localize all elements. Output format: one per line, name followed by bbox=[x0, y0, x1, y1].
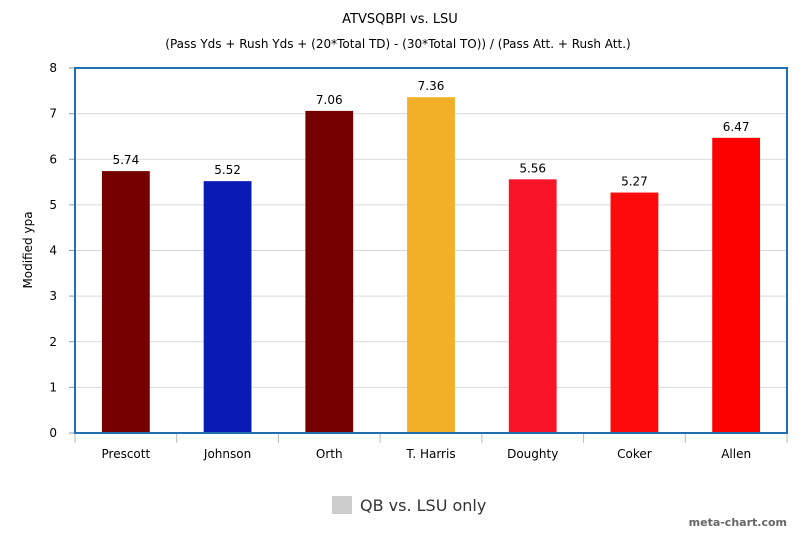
y-tick-label: 3 bbox=[49, 289, 57, 303]
bar bbox=[203, 181, 252, 433]
data-label: 5.27 bbox=[621, 175, 648, 189]
bar bbox=[407, 97, 455, 433]
y-tick-label: 4 bbox=[49, 244, 57, 258]
x-axis-ticks: Prescott Johnson Orth T. Harris Doughty Coker… bbox=[74, 433, 788, 461]
y-tick-label: 5 bbox=[49, 198, 57, 212]
y-axis-label: Modified ypa bbox=[21, 211, 35, 288]
y-tick-label: 1 bbox=[49, 380, 57, 394]
data-label: 7.36 bbox=[418, 79, 445, 93]
x-tick-label: Prescott bbox=[102, 447, 151, 461]
watermark: meta-chart.com bbox=[689, 516, 787, 529]
y-tick-label: 8 bbox=[49, 61, 57, 75]
y-axis-ticks: 0 1 2 3 4 5 6 7 8 bbox=[49, 61, 75, 440]
x-tick-label: Johnson bbox=[203, 447, 251, 461]
legend-swatch bbox=[332, 496, 352, 514]
data-label: 5.52 bbox=[214, 163, 241, 177]
bar bbox=[712, 137, 761, 433]
bars bbox=[101, 97, 761, 434]
bar bbox=[101, 171, 150, 434]
x-tick-label: Allen bbox=[721, 447, 751, 461]
x-tick-label: T. Harris bbox=[405, 447, 455, 461]
y-tick-label: 7 bbox=[49, 107, 57, 121]
data-label: 6.47 bbox=[723, 120, 750, 134]
bar bbox=[610, 192, 659, 433]
bar bbox=[305, 110, 354, 433]
data-label: 7.06 bbox=[316, 93, 343, 107]
y-tick-label: 2 bbox=[49, 335, 57, 349]
chart-subtitle: (Pass Yds + Rush Yds + (20*Total TD) - (… bbox=[165, 37, 630, 51]
data-labels: 5.74 5.52 7.06 7.36 5.56 5.27 6.47 bbox=[112, 79, 749, 188]
y-tick-label: 0 bbox=[49, 426, 57, 440]
x-tick-label: Orth bbox=[316, 447, 343, 461]
data-label: 5.56 bbox=[519, 161, 546, 175]
x-tick-label: Doughty bbox=[507, 447, 558, 461]
chart-title: ATVSQBPI vs. LSU bbox=[342, 12, 458, 27]
y-tick-label: 6 bbox=[49, 152, 57, 166]
legend-label: QB vs. LSU only bbox=[360, 496, 486, 515]
bar bbox=[508, 179, 557, 433]
x-tick-label: Coker bbox=[617, 447, 652, 461]
plot-frame bbox=[74, 67, 788, 434]
data-label: 5.74 bbox=[112, 153, 139, 167]
legend: QB vs. LSU only bbox=[332, 496, 486, 515]
